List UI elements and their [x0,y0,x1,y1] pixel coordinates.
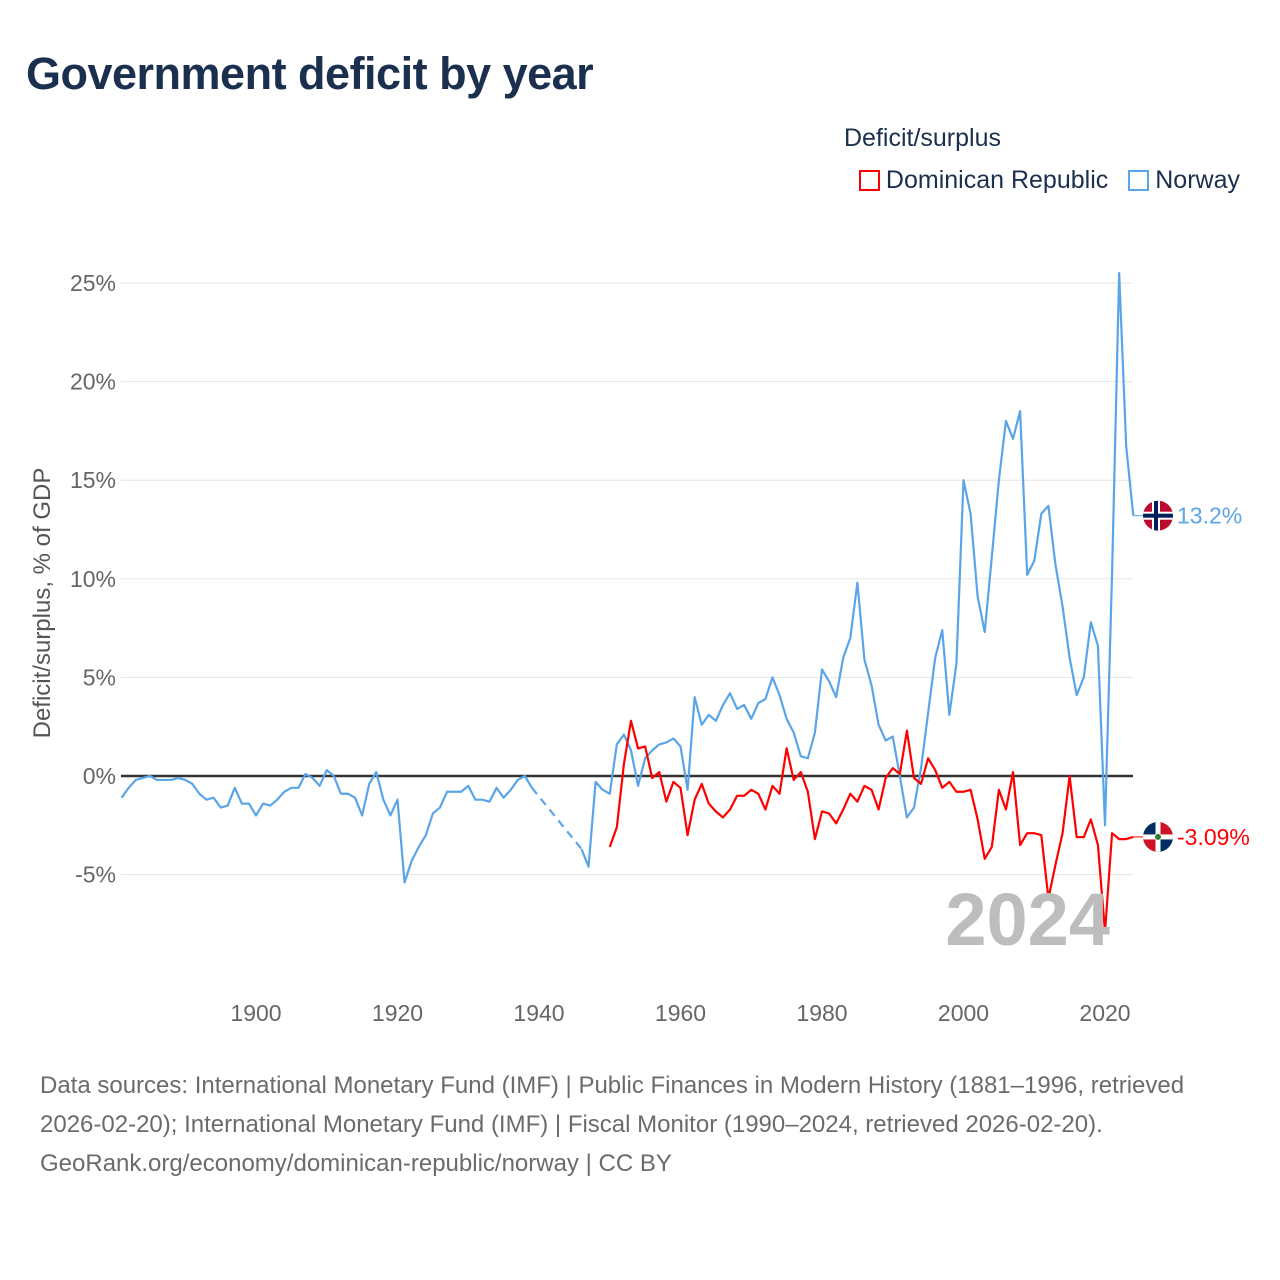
flag-icon-dominican-republic [1143,821,1173,852]
x-tick-label: 1920 [372,1000,423,1026]
x-tick-label: 1940 [513,1000,564,1026]
y-tick-label: -5% [75,862,116,888]
footer: Data sources: International Monetary Fun… [40,1066,1240,1183]
y-tick-label: 20% [70,369,116,395]
year-watermark: 2024 [945,878,1110,961]
x-axis-ticks: 1900 1920 1940 1960 1980 2000 2020 [230,1000,1130,1026]
legend-title: Deficit/surplus [844,124,1001,152]
series-gap-norway [531,787,583,850]
credit-link[interactable]: GeoRank.org/economy/dominican-republic/n… [40,1150,672,1177]
legend-swatch-dominican-republic [858,170,880,191]
legend-label: Norway [1155,166,1240,194]
y-tick-label: 25% [70,270,116,296]
legend-item-dominican-republic[interactable]: Dominican Republic [858,166,1109,195]
legend: Dominican Republic Norway [858,166,1240,195]
x-tick-label: 1960 [655,1000,706,1026]
series-line-norway [580,272,1135,868]
flag-icon-norway [1143,500,1173,531]
x-tick-label: 2000 [938,1000,989,1026]
end-label-dominican-republic: -3.09% [1177,824,1250,850]
legend-swatch-norway [1128,170,1150,191]
legend-item-norway[interactable]: Norway [1128,166,1240,195]
y-tick-label: 15% [70,467,116,493]
end-labels: 13.2% -3.09% [1133,500,1250,852]
legend-label: Dominican Republic [885,166,1109,194]
series-line-norway [120,768,533,884]
x-tick-label: 1900 [230,1000,281,1026]
series-line-dominican-republic [608,719,1134,933]
end-label-norway: 13.2% [1177,503,1242,529]
y-axis-ticks: -5% 0% 5% 10% 15% 20% 25% [70,270,116,888]
y-tick-label: 5% [83,664,116,690]
chart-title: Government deficit by year [26,48,594,99]
y-axis-label: Deficit/surplus, % of GDP [29,468,56,739]
x-tick-label: 2020 [1079,1000,1130,1026]
y-tick-label: 0% [83,763,116,789]
series-lines [120,272,1135,933]
data-sources: Data sources: International Monetary Fun… [40,1072,1185,1138]
gridlines [121,282,1133,876]
x-tick-label: 1980 [796,1000,847,1026]
y-tick-label: 10% [70,566,116,592]
